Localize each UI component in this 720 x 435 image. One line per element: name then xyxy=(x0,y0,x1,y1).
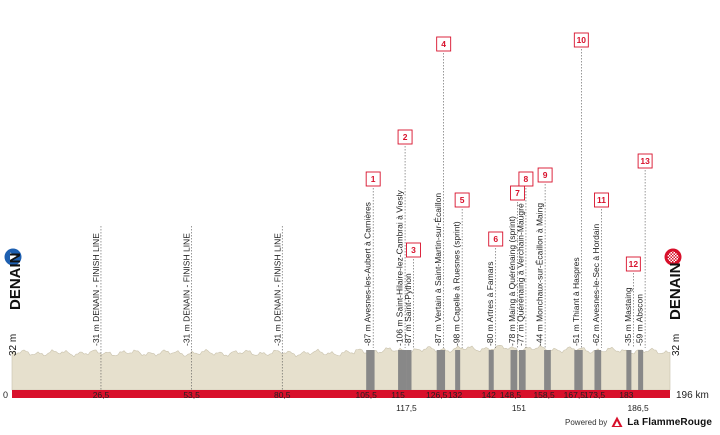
sector-label: -62 m Avesnes-le-Sec à Hordain xyxy=(591,224,601,346)
km-label: 158,5 xyxy=(533,390,555,400)
km-label: 80,5 xyxy=(274,390,291,400)
sector-flag xyxy=(518,171,534,187)
checkered-flag-glyph xyxy=(667,251,679,263)
sector-label: -59 m Abscon xyxy=(635,294,645,346)
km-label: 115 xyxy=(391,390,405,400)
km-label: 186,5 xyxy=(627,403,649,413)
cobbled-sector-block xyxy=(455,350,461,390)
sector-label: -87 m Saint-Python xyxy=(403,273,413,346)
sector-flag xyxy=(537,167,553,183)
cobbled-sector-block xyxy=(594,350,602,390)
km-label: 53,5 xyxy=(183,390,200,400)
cobbled-sector-block xyxy=(638,350,644,390)
cobbled-sectors-layer xyxy=(366,350,644,390)
sector-flag xyxy=(573,32,589,48)
sector-number: 10 xyxy=(577,35,587,45)
sector-number: 3 xyxy=(411,245,416,255)
sector-flag xyxy=(436,36,452,52)
sector-number: 2 xyxy=(403,132,408,142)
terrain-area xyxy=(11,344,671,391)
sector-label: -51 m Thiant à Haspres xyxy=(571,257,581,346)
sector-number: 1 xyxy=(371,174,376,184)
axis-start-label: 0 xyxy=(3,390,8,400)
km-label: 126,5 xyxy=(426,390,448,400)
sector-flag xyxy=(510,185,525,201)
labels-layer: -31 m DENAIN - FINISH LINE -31 m DENAIN -… xyxy=(91,32,653,346)
total-distance-label: 196 km xyxy=(676,390,709,401)
sector-number: 4 xyxy=(441,39,446,49)
finish-altitude: 32 m xyxy=(671,334,682,356)
sector-label: -106 m Saint-Hilaire-lez-Cambrai à Viesl… xyxy=(395,190,405,346)
km-label: 148,5 xyxy=(500,390,522,400)
km-label: 183 xyxy=(619,390,633,400)
guide-lines-layer xyxy=(100,49,646,390)
sector-flag xyxy=(625,256,641,272)
cobbled-sector-block xyxy=(406,350,412,390)
powered-by-text: Powered by xyxy=(565,417,608,427)
start-town: DENAIN xyxy=(7,252,24,310)
sector-label: -87 m Vertain à Saint-Martin-sur-Écaillo… xyxy=(433,193,443,346)
sector-label: -44 m Monchaux-sur-Écaillon à Maing xyxy=(535,203,545,346)
finish-line-label: -31 m DENAIN - FINISH LINE xyxy=(182,233,192,346)
sector-flag xyxy=(406,242,421,258)
sector-number: 8 xyxy=(524,174,529,184)
sector-number: 7 xyxy=(515,188,520,198)
sector-label: -78 m Maing à Quérénaing (sprint) xyxy=(507,216,517,346)
sector-number: 9 xyxy=(543,170,548,180)
km-label: 167,5 xyxy=(564,390,586,400)
cobbled-sector-block xyxy=(574,350,583,390)
finish-town: DENAIN xyxy=(667,262,684,320)
sector-flag xyxy=(637,153,653,169)
sector-label: -77 m Quérénaing à Verchain-Maugré xyxy=(515,203,525,346)
sector-number: 6 xyxy=(493,234,498,244)
flame-logo-icon xyxy=(611,416,623,427)
sector-label: -87 m Avesnes-les-Aubert à Carnières xyxy=(363,202,373,346)
distance-bar-layer: 0 196 km 26,5 53,5 80,5 105,5 115 117,5 126,5 132… xyxy=(3,390,709,413)
km-label: 26,5 xyxy=(93,390,110,400)
sector-label: -98 m Capelle à Ruesnes (sprint) xyxy=(452,221,462,346)
sector-flag xyxy=(594,192,609,208)
km-label: 105,5 xyxy=(356,390,378,400)
cobbled-sector-block xyxy=(488,350,494,390)
start-altitude: 32 m xyxy=(8,334,19,356)
sector-number: 12 xyxy=(629,259,639,269)
start-finish-layer: DENAIN 32 m DENAIN 32 m xyxy=(4,248,684,356)
finish-line-label: -31 m DENAIN - FINISH LINE xyxy=(272,233,282,346)
sector-flag xyxy=(488,231,504,247)
terrain-layer xyxy=(11,344,671,391)
cobbled-sector-block xyxy=(398,350,407,390)
finish-line-label: -31 m DENAIN - FINISH LINE xyxy=(91,233,101,346)
km-label: 151 xyxy=(512,403,526,413)
cobbled-sector-block xyxy=(544,350,551,390)
sector-flag xyxy=(397,129,413,145)
km-label: 132 xyxy=(448,390,462,400)
credits: Powered by La FlammeRouge xyxy=(565,414,712,430)
sector-number: 5 xyxy=(460,195,465,205)
cobbled-sector-block xyxy=(436,350,446,390)
cobbled-sector-block xyxy=(510,350,518,390)
cobbled-sector-block xyxy=(366,350,375,390)
km-label: 117,5 xyxy=(396,403,417,413)
sector-flag xyxy=(365,171,381,187)
sector-number: 13 xyxy=(640,156,650,166)
sector-label: -35 m Mastaing xyxy=(623,287,633,346)
sector-number: 11 xyxy=(597,195,606,205)
km-label: 173,5 xyxy=(584,390,606,400)
sector-flag xyxy=(454,192,470,208)
cobbled-sector-block xyxy=(626,350,632,390)
sector-label: -80 m Artres à Famars xyxy=(485,261,495,346)
km-label: 142 xyxy=(482,390,496,400)
play-arrow-glyph xyxy=(10,252,18,262)
cobbled-sector-block xyxy=(518,350,526,390)
distance-bar xyxy=(12,390,670,398)
brand-name: La FlammeRouge xyxy=(627,416,712,428)
